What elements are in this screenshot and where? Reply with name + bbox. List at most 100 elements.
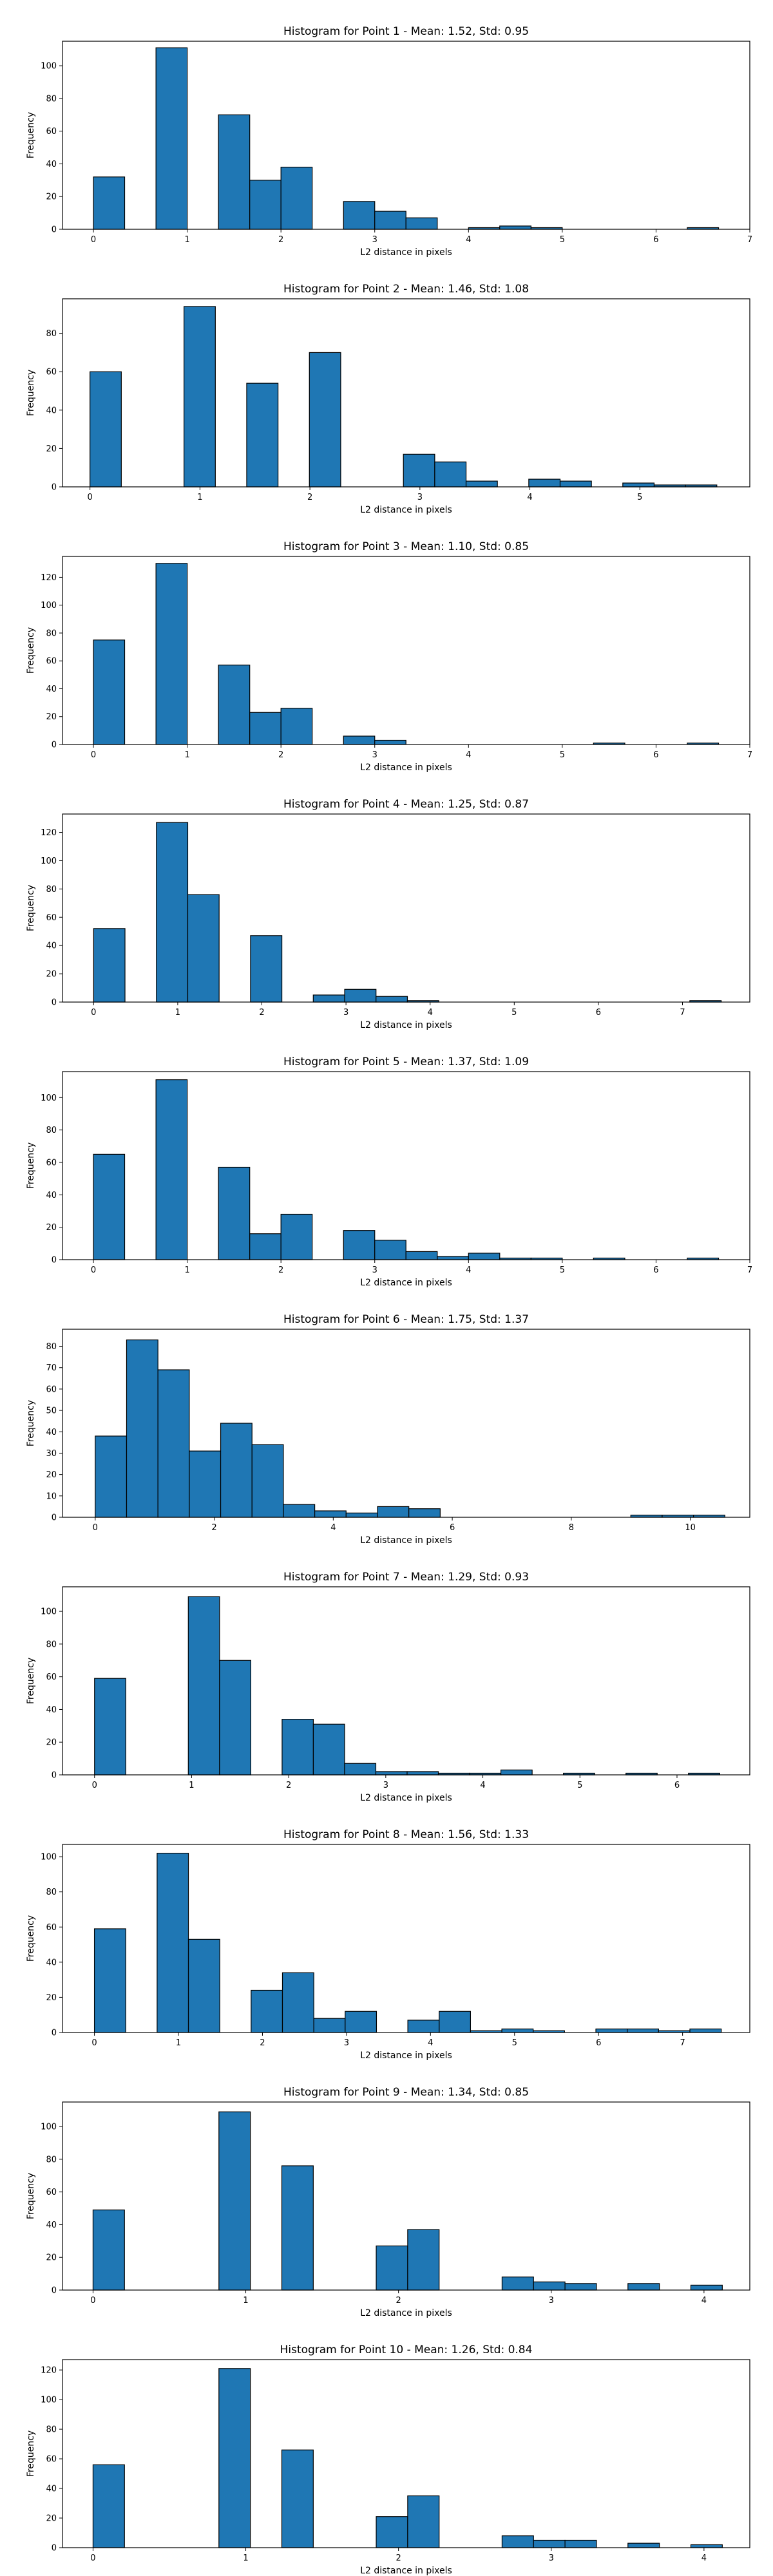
x-tick-label: 10	[685, 1523, 696, 1533]
x-tick-label: 5	[577, 1781, 582, 1790]
x-tick-label: 4	[428, 2038, 433, 2048]
y-tick-label: 40	[46, 685, 57, 694]
histogram-bar	[187, 894, 220, 1003]
axes-frame	[62, 2359, 750, 2548]
x-tick-label: 1	[243, 2296, 248, 2306]
x-tick-label: 1	[243, 2553, 248, 2563]
y-tick-label: 100	[41, 857, 57, 866]
axes-frame	[62, 1071, 750, 1260]
histogram-bar	[282, 1972, 314, 2033]
y-tick-label: 20	[46, 444, 57, 454]
x-tick-label: 3	[549, 2553, 554, 2563]
y-tick-label: 10	[46, 1492, 57, 1501]
histogram-bar	[249, 1233, 282, 1260]
x-axis-label: L2 distance in pixels	[360, 247, 452, 258]
y-tick-label: 80	[46, 1342, 57, 1352]
x-tick-label: 4	[480, 1781, 485, 1790]
y-tick-label: 0	[52, 483, 57, 493]
x-tick-label: 2	[396, 2296, 401, 2306]
x-tick-label: 0	[91, 2038, 97, 2048]
y-tick-label: 70	[46, 1363, 57, 1373]
histogram-bar	[249, 180, 282, 230]
x-tick-label: 5	[560, 235, 565, 245]
x-tick-label: 1	[189, 1781, 194, 1790]
y-tick-label: 60	[46, 1158, 57, 1168]
histogram-chart-9: Histogram for Point 9 - Mean: 1.34, Std:…	[26, 2086, 750, 2318]
histogram-bar	[345, 1512, 378, 1518]
y-tick-label: 0	[52, 998, 57, 1008]
histogram-bar	[246, 383, 279, 488]
y-tick-label: 20	[46, 1993, 57, 2003]
chart-title: Histogram for Point 1 - Mean: 1.52, Std:…	[283, 25, 529, 38]
y-tick-label: 0	[52, 1256, 57, 1265]
x-tick-label: 0	[90, 2553, 95, 2563]
y-tick-label: 20	[46, 712, 57, 722]
y-tick-label: 20	[46, 2253, 57, 2263]
x-tick-label: 1	[176, 2038, 181, 2048]
x-tick-label: 7	[747, 1265, 752, 1275]
axes-frame	[62, 813, 750, 1003]
y-tick-label: 0	[52, 225, 57, 235]
x-tick-label: 7	[747, 750, 752, 760]
y-tick-label: 80	[46, 1888, 57, 1897]
x-tick-label: 6	[450, 1523, 455, 1533]
y-tick-label: 40	[46, 1705, 57, 1715]
y-tick-label: 20	[46, 2514, 57, 2524]
y-axis-label: Frequency	[26, 1142, 36, 1189]
x-tick-label: 1	[175, 1008, 180, 1018]
chart-title: Histogram for Point 7 - Mean: 1.29, Std:…	[283, 1571, 529, 1584]
y-tick-label: 50	[46, 1406, 57, 1416]
y-tick-label: 60	[46, 1672, 57, 1682]
histogram-bar	[280, 166, 313, 230]
histogram-chart-7: Histogram for Point 7 - Mean: 1.29, Std:…	[26, 1571, 750, 1803]
x-tick-label: 4	[466, 235, 471, 245]
histogram-chart-5: Histogram for Point 5 - Mean: 1.37, Std:…	[26, 1056, 752, 1288]
histogram-bar	[375, 1771, 408, 1776]
y-tick-label: 80	[46, 2155, 57, 2164]
histogram-bar	[439, 2011, 472, 2033]
y-tick-label: 40	[46, 2221, 57, 2230]
y-tick-label: 60	[46, 1385, 57, 1394]
x-tick-label: 2	[211, 1523, 216, 1533]
y-tick-label: 40	[46, 1958, 57, 1967]
histogram-bar	[251, 1989, 283, 2033]
x-tick-label: 3	[344, 2038, 349, 2048]
y-tick-label: 60	[46, 1923, 57, 1933]
x-tick-label: 6	[674, 1781, 680, 1790]
x-tick-label: 0	[91, 750, 96, 760]
histogram-bar	[312, 994, 345, 1003]
chart-title: Histogram for Point 10 - Mean: 1.26, Std…	[280, 2344, 533, 2356]
histogram-bar	[157, 1853, 189, 2033]
x-tick-label: 0	[92, 1781, 97, 1790]
y-tick-label: 40	[46, 942, 57, 951]
y-axis-label: Frequency	[26, 627, 36, 674]
x-tick-label: 1	[184, 235, 189, 245]
chart-title: Histogram for Point 9 - Mean: 1.34, Std:…	[283, 2086, 529, 2099]
histogram-bar	[528, 478, 561, 488]
histogram-bar	[283, 1504, 316, 1518]
histogram-chart-2: Histogram for Point 2 - Mean: 1.46, Std:…	[26, 283, 750, 515]
x-tick-label: 5	[637, 493, 642, 502]
x-tick-label: 7	[680, 2038, 685, 2048]
x-tick-label: 6	[653, 750, 658, 760]
histogram-bar	[218, 665, 251, 745]
histogram-bar	[500, 1769, 533, 1776]
histogram-bar	[92, 2464, 125, 2548]
histogram-bar	[408, 1508, 441, 1518]
x-tick-label: 5	[560, 750, 565, 760]
x-tick-label: 2	[396, 2553, 401, 2563]
y-tick-label: 0	[52, 2544, 57, 2553]
x-axis-label: L2 distance in pixels	[360, 1278, 452, 1288]
histogram-bar	[564, 2283, 597, 2291]
histogram-bar	[93, 1153, 126, 1260]
histogram-chart-1: Histogram for Point 1 - Mean: 1.52, Std:…	[26, 25, 752, 258]
histogram-bar	[434, 461, 467, 488]
histogram-bar	[93, 639, 126, 745]
histogram-bar	[344, 989, 377, 1003]
histogram-bar	[376, 2516, 408, 2548]
histogram-bar	[407, 2229, 440, 2291]
histogram-bar	[559, 480, 592, 488]
histogram-bar	[622, 482, 655, 488]
histogram-bar	[406, 1771, 439, 1776]
